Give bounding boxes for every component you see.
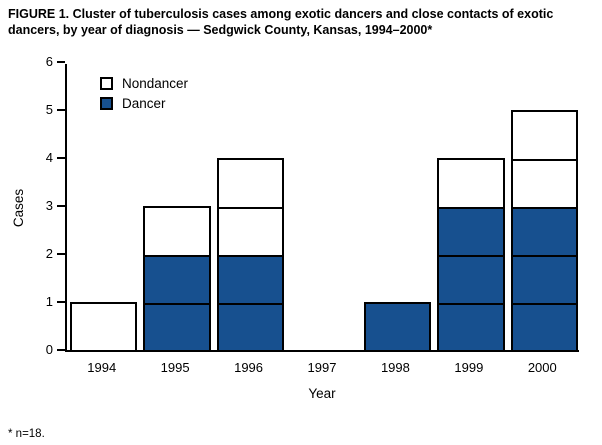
y-tick-mark: [57, 109, 65, 111]
legend-swatch-nondancer: [100, 77, 113, 90]
figure-title: FIGURE 1. Cluster of tuberculosis cases …: [8, 7, 554, 38]
bar-segment-dancer: [512, 208, 576, 350]
x-tick-label: 1995: [160, 360, 190, 375]
legend-item-dancer: Dancer: [100, 96, 188, 111]
unit-divider: [439, 255, 503, 257]
bars-layer: [67, 64, 579, 352]
y-tick-mark: [57, 349, 65, 351]
y-tick-mark: [57, 301, 65, 303]
bar-1999: [437, 158, 505, 352]
bar-1995: [143, 206, 211, 352]
x-tick-label: 1998: [380, 360, 410, 375]
legend-label: Dancer: [122, 96, 166, 111]
bar-1994: [70, 302, 138, 352]
y-tick-label: 0: [45, 342, 53, 357]
unit-divider: [512, 159, 576, 161]
y-tick-label: 6: [45, 54, 53, 69]
unit-divider: [218, 255, 283, 257]
y-tick-mark: [57, 157, 65, 159]
y-tick-label: 4: [45, 150, 53, 165]
bar-segment-dancer: [365, 304, 430, 350]
y-tick-label: 1: [45, 294, 53, 309]
bar-1996: [216, 158, 285, 352]
bar-segment-dancer: [439, 208, 503, 350]
x-tick-label: 2000: [527, 360, 557, 375]
x-tick-label: 1994: [87, 360, 117, 375]
unit-divider: [512, 255, 576, 257]
footnote: * n=18.: [8, 428, 45, 440]
x-axis-tick-labels: 1994 1995 1996 1997 1998 1999 2000: [65, 360, 579, 376]
plot-area: 0 1 2 3 4 5 6 Nondancer Dancer: [46, 54, 579, 357]
bar-1998: [363, 302, 432, 352]
x-axis-label: Year: [308, 386, 336, 401]
y-tick-label: 5: [45, 102, 53, 117]
bar-2000: [510, 110, 578, 352]
unit-divider: [145, 303, 209, 305]
unit-divider: [439, 207, 503, 209]
y-axis-label: Cases: [11, 188, 26, 228]
unit-divider: [218, 207, 283, 209]
y-tick-label: 3: [45, 198, 53, 213]
x-tick-label: 1997: [307, 360, 337, 375]
unit-divider: [512, 207, 576, 209]
legend-label: Nondancer: [122, 76, 189, 91]
unit-divider: [439, 303, 503, 305]
legend: Nondancer Dancer: [100, 76, 188, 116]
x-tick-label: 1999: [454, 360, 484, 375]
legend-item-nondancer: Nondancer: [100, 76, 188, 91]
y-tick-mark: [57, 253, 65, 255]
y-tick-mark: [57, 205, 65, 207]
y-tick-mark: [57, 61, 65, 63]
unit-divider: [145, 255, 209, 257]
y-tick-label: 2: [45, 246, 53, 261]
legend-swatch-dancer: [100, 97, 113, 110]
unit-divider: [218, 303, 283, 305]
y-axis-ticks: 0 1 2 3 4 5 6: [46, 54, 579, 357]
unit-divider: [512, 303, 576, 305]
x-tick-label: 1996: [234, 360, 264, 375]
